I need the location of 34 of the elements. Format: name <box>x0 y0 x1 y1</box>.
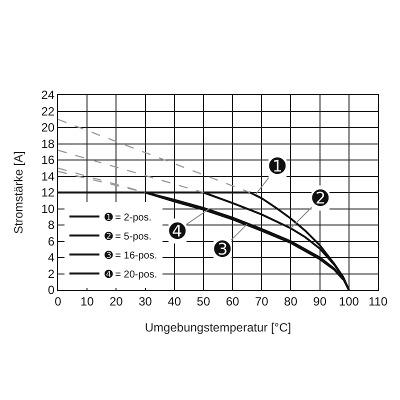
x-tick-label: 90 <box>313 294 327 308</box>
annotation: ➌ <box>214 237 231 261</box>
y-tick-label: 10 <box>41 202 55 216</box>
y-tick-label: 24 <box>41 88 55 102</box>
x-axis-title: Umgebungstemperatur [°C] <box>144 320 292 334</box>
x-tick-label: 100 <box>338 294 360 308</box>
x-tick-label: 110 <box>368 294 388 308</box>
y-tick-label: 12 <box>41 186 55 200</box>
y-tick-label: 0 <box>48 283 55 298</box>
y-tick-label: 18 <box>41 136 55 151</box>
x-tick-label: 70 <box>254 294 269 308</box>
y-tick-label: 6 <box>48 234 55 248</box>
annotation: ➋ <box>312 186 329 210</box>
x-tick-label: 20 <box>110 294 124 308</box>
y-tick-label: 14 <box>41 169 55 184</box>
x-tick-label: 50 <box>196 294 210 308</box>
x-tick-label: 40 <box>168 294 182 308</box>
legend-label: ➍ = 20-pos. <box>104 269 158 280</box>
legend-label: ➊ = 2-pos. <box>104 212 152 224</box>
legend-label: ➌ = 16-pos. <box>104 250 158 262</box>
y-tick-label: 20 <box>41 120 55 135</box>
x-tick-label: 80 <box>284 294 298 308</box>
x-tick-label: 30 <box>138 294 152 308</box>
legend-label: ➋ = 5-pos. <box>104 231 152 242</box>
y-tick-label: 2 <box>48 266 55 281</box>
y-tick-label: 4 <box>48 250 55 265</box>
x-tick-label: 60 <box>226 294 240 308</box>
y-tick-label: 8 <box>48 218 55 232</box>
x-tick-label: 10 <box>80 294 94 308</box>
y-tick-label: 22 <box>41 104 55 118</box>
annotation: ➍ <box>169 219 186 243</box>
y-axis-title: Stromstärke [A] <box>12 151 26 234</box>
annotation: ➊ <box>269 154 286 178</box>
y-tick-label: 16 <box>41 153 55 168</box>
